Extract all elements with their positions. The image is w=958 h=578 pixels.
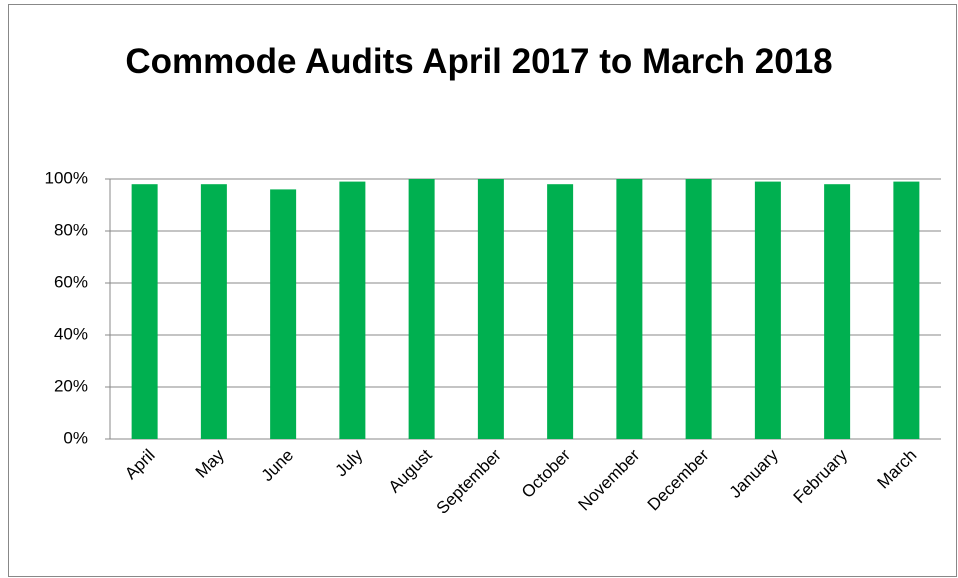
bar bbox=[408, 179, 435, 439]
bar bbox=[893, 181, 920, 439]
x-tick-label: August bbox=[385, 445, 436, 496]
x-tick-label: October bbox=[518, 445, 574, 501]
bar bbox=[270, 189, 297, 439]
chart-border bbox=[8, 4, 957, 577]
bar bbox=[547, 184, 574, 439]
chart-title: Commode Audits April 2017 to March 2018 bbox=[125, 42, 833, 81]
x-tick-label: February bbox=[790, 445, 852, 507]
y-tick-label: 100% bbox=[45, 168, 88, 187]
bar bbox=[824, 184, 851, 439]
bar bbox=[616, 179, 643, 439]
bar bbox=[339, 181, 366, 439]
x-tick-label: September bbox=[433, 445, 505, 517]
y-tick-label: 40% bbox=[54, 324, 88, 343]
bar bbox=[477, 179, 504, 439]
bar bbox=[685, 179, 712, 439]
x-tick-label: April bbox=[121, 446, 158, 483]
x-tick-label: May bbox=[192, 445, 228, 481]
y-tick-label: 60% bbox=[54, 272, 88, 291]
bar bbox=[754, 181, 781, 439]
x-tick-label: January bbox=[726, 445, 783, 502]
x-tick-label: December bbox=[644, 445, 713, 514]
x-tick-label: November bbox=[574, 445, 643, 514]
y-tick-label: 80% bbox=[54, 220, 88, 239]
x-tick-label: March bbox=[874, 446, 921, 493]
y-tick-label: 20% bbox=[54, 376, 88, 395]
y-tick-label: 0% bbox=[63, 428, 88, 447]
bar bbox=[131, 184, 158, 439]
bar bbox=[200, 184, 227, 439]
x-tick-label: June bbox=[258, 446, 298, 486]
x-tick-label: July bbox=[332, 445, 367, 480]
